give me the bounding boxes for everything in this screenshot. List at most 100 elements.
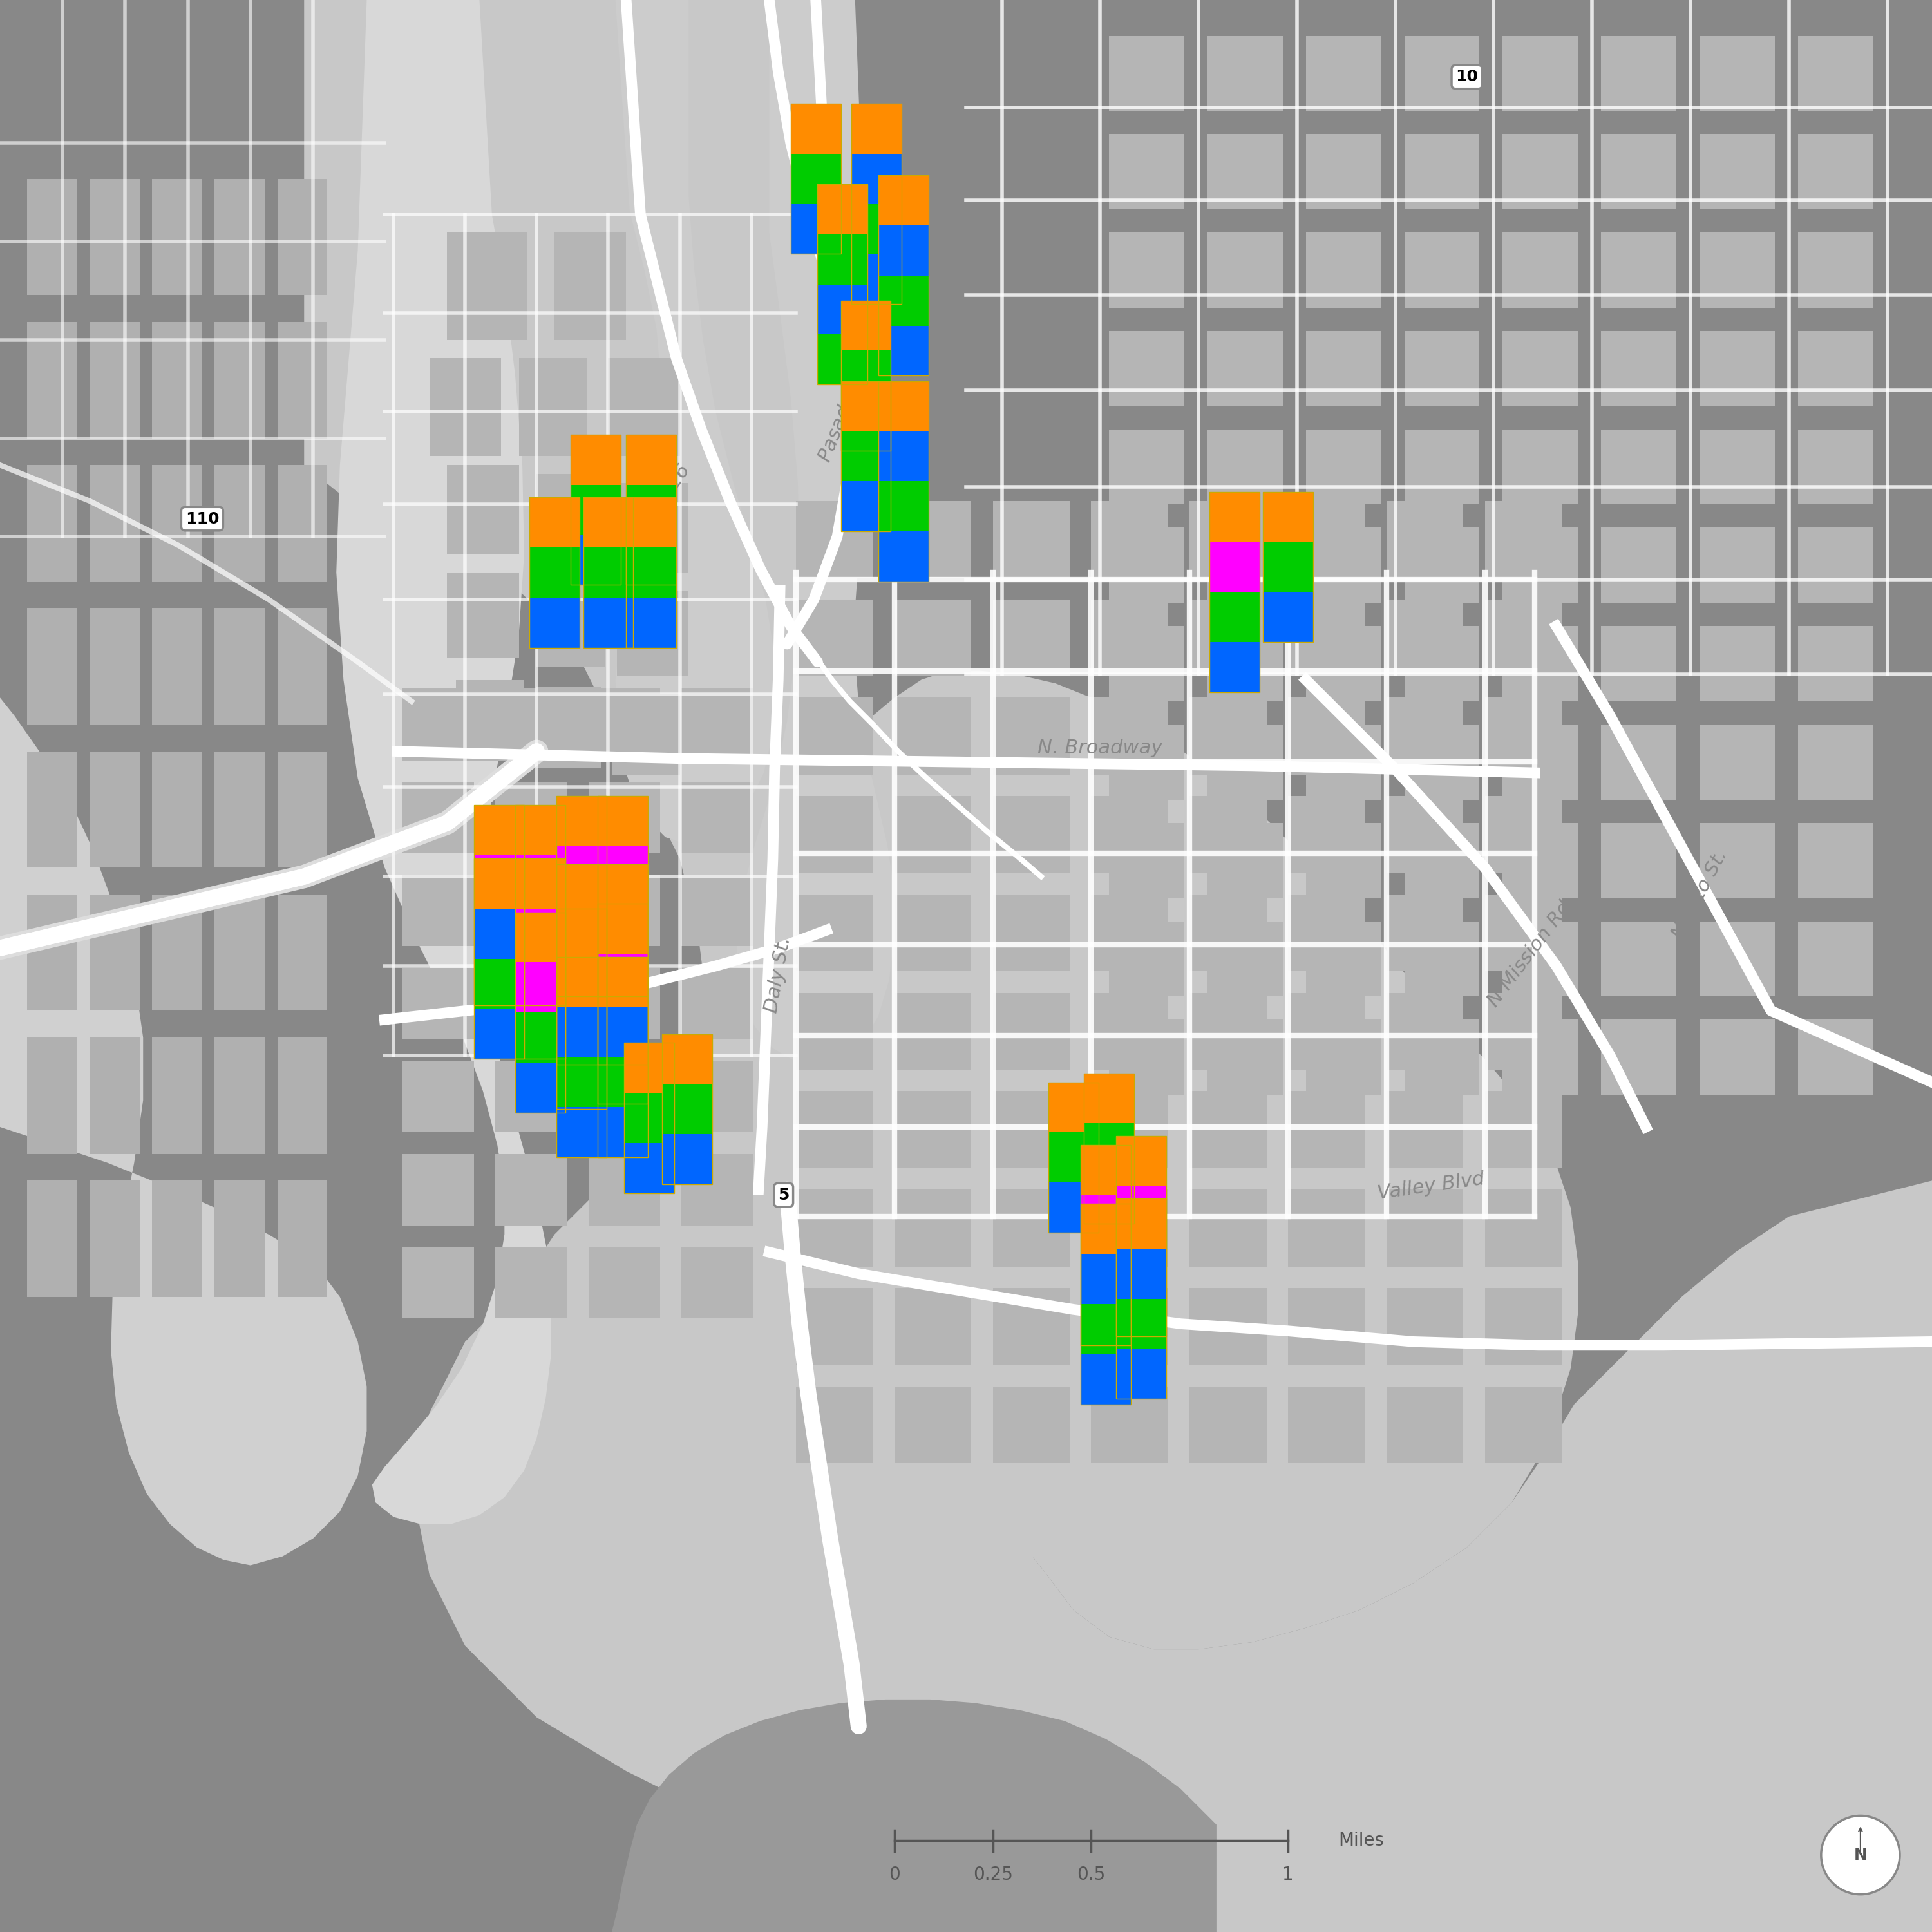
Polygon shape xyxy=(1109,330,1184,406)
Bar xyxy=(583,547,634,597)
Polygon shape xyxy=(1503,37,1578,110)
Polygon shape xyxy=(922,1180,1932,1932)
Polygon shape xyxy=(1486,697,1561,775)
Polygon shape xyxy=(1289,993,1364,1070)
Bar xyxy=(556,956,607,1007)
Polygon shape xyxy=(616,0,777,844)
Bar xyxy=(516,858,566,1059)
Polygon shape xyxy=(537,473,605,564)
Polygon shape xyxy=(153,609,203,724)
Polygon shape xyxy=(993,697,1070,775)
Polygon shape xyxy=(1602,429,1677,504)
Polygon shape xyxy=(895,1387,972,1463)
Bar xyxy=(663,1034,713,1084)
Polygon shape xyxy=(278,1180,327,1296)
Polygon shape xyxy=(153,466,203,582)
Polygon shape xyxy=(993,1289,1070,1364)
Polygon shape xyxy=(402,1061,473,1132)
Polygon shape xyxy=(402,1153,473,1225)
Polygon shape xyxy=(612,694,680,775)
Polygon shape xyxy=(796,895,873,972)
Text: 0: 0 xyxy=(889,1866,900,1884)
Bar xyxy=(840,350,891,400)
Polygon shape xyxy=(278,180,327,296)
Bar xyxy=(817,184,867,384)
Polygon shape xyxy=(446,572,520,659)
Polygon shape xyxy=(1486,1387,1561,1463)
Bar xyxy=(817,234,867,284)
Polygon shape xyxy=(895,697,972,775)
Bar xyxy=(597,864,647,914)
Bar xyxy=(1049,1182,1099,1233)
Bar xyxy=(556,1059,607,1109)
Polygon shape xyxy=(993,895,1070,972)
Bar xyxy=(597,1014,647,1065)
Polygon shape xyxy=(796,993,873,1070)
Bar xyxy=(1209,493,1260,692)
Polygon shape xyxy=(495,1153,568,1225)
Polygon shape xyxy=(278,466,327,582)
Bar xyxy=(1084,1173,1134,1223)
Bar xyxy=(597,956,647,1007)
Polygon shape xyxy=(1092,1190,1169,1267)
Polygon shape xyxy=(1503,724,1578,800)
Polygon shape xyxy=(1092,599,1169,676)
Polygon shape xyxy=(1405,527,1480,603)
Polygon shape xyxy=(1306,330,1381,406)
Polygon shape xyxy=(89,609,139,724)
Bar xyxy=(597,964,647,1014)
Polygon shape xyxy=(278,609,327,724)
Bar xyxy=(624,1043,674,1194)
Polygon shape xyxy=(1700,922,1776,997)
Polygon shape xyxy=(993,1190,1070,1267)
Bar xyxy=(840,301,891,450)
Polygon shape xyxy=(895,500,972,578)
Bar xyxy=(626,497,676,547)
Polygon shape xyxy=(495,1061,568,1132)
Polygon shape xyxy=(1799,1020,1872,1095)
Bar xyxy=(597,846,647,896)
Polygon shape xyxy=(993,500,1070,578)
Polygon shape xyxy=(402,782,473,854)
Text: Miles: Miles xyxy=(1339,1832,1383,1849)
Polygon shape xyxy=(682,782,753,854)
Polygon shape xyxy=(89,895,139,1010)
Polygon shape xyxy=(1503,232,1578,307)
Polygon shape xyxy=(993,1092,1070,1169)
Bar xyxy=(556,964,607,1014)
Polygon shape xyxy=(1190,1387,1267,1463)
Polygon shape xyxy=(895,599,972,676)
Polygon shape xyxy=(89,466,139,582)
Polygon shape xyxy=(1700,37,1776,110)
Bar xyxy=(624,1043,674,1094)
Bar xyxy=(626,535,676,585)
Bar xyxy=(840,381,891,531)
Polygon shape xyxy=(1190,599,1267,676)
Polygon shape xyxy=(1503,823,1578,898)
Bar xyxy=(852,104,902,155)
Polygon shape xyxy=(1602,1020,1677,1095)
Polygon shape xyxy=(682,1061,753,1132)
Polygon shape xyxy=(1799,133,1872,209)
Polygon shape xyxy=(1602,626,1677,701)
Polygon shape xyxy=(1208,1020,1283,1095)
Polygon shape xyxy=(1289,1190,1364,1267)
Bar xyxy=(1084,1074,1134,1223)
Polygon shape xyxy=(1306,1020,1381,1095)
Bar xyxy=(516,856,566,906)
Polygon shape xyxy=(1190,993,1267,1070)
Bar xyxy=(1209,641,1260,692)
Bar xyxy=(626,435,676,485)
Bar xyxy=(879,276,929,327)
Polygon shape xyxy=(153,895,203,1010)
Polygon shape xyxy=(1306,724,1381,800)
Polygon shape xyxy=(1190,796,1267,873)
Polygon shape xyxy=(1486,1289,1561,1364)
Polygon shape xyxy=(895,1289,972,1364)
Polygon shape xyxy=(1387,500,1463,578)
Polygon shape xyxy=(1503,922,1578,997)
Polygon shape xyxy=(1109,527,1184,603)
Polygon shape xyxy=(1092,1387,1169,1463)
Polygon shape xyxy=(895,993,972,1070)
Polygon shape xyxy=(1602,133,1677,209)
